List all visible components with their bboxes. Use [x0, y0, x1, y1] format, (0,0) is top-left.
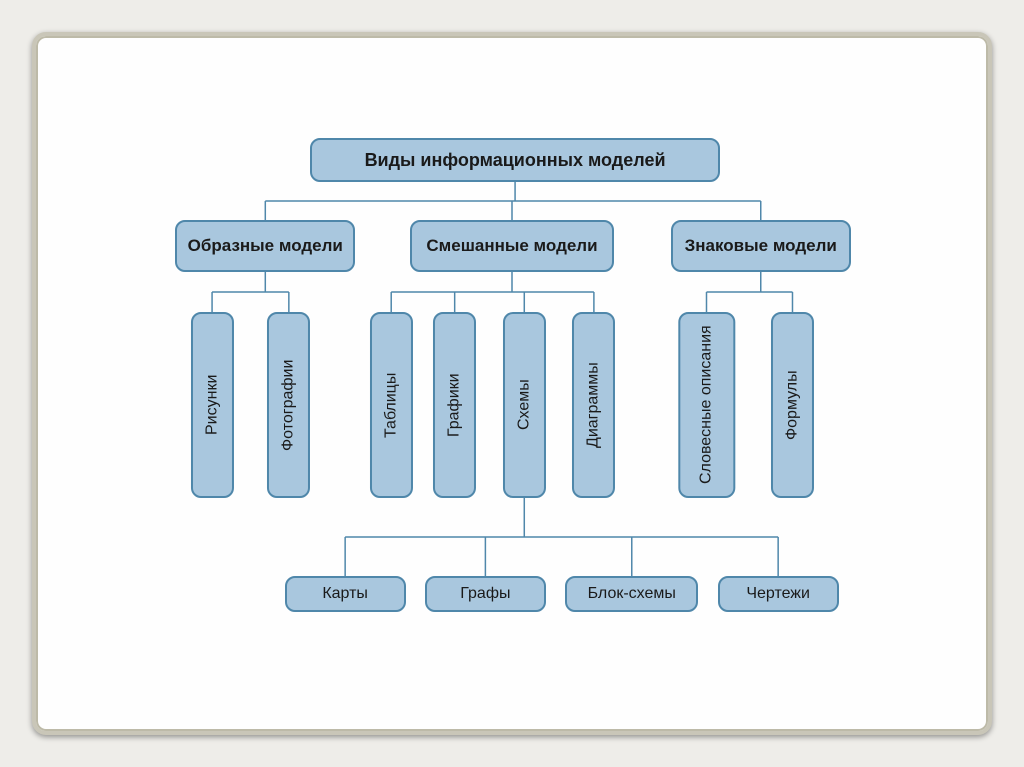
node-label: Образные модели — [188, 236, 343, 256]
node-bottom-graphs: Графы — [425, 576, 546, 612]
node-leaf-graphics: Графики — [433, 312, 476, 498]
node-label: Формулы — [783, 370, 801, 440]
node-leaf-pictures: Рисунки — [191, 312, 234, 498]
node-label: Смешанные модели — [426, 236, 597, 256]
node-label: Графики — [445, 373, 463, 437]
diagram-frame: Виды информационных моделей Образные мод… — [32, 32, 992, 735]
node-leaf-tables: Таблицы — [370, 312, 413, 498]
node-leaf-schemes: Схемы — [503, 312, 546, 498]
node-leaf-photos: Фотографии — [267, 312, 310, 498]
node-label: Виды информационных моделей — [365, 150, 666, 171]
node-category-3: Знаковые модели — [671, 220, 851, 272]
node-category-1: Образные модели — [175, 220, 355, 272]
node-label: Блок-схемы — [588, 585, 676, 603]
node-label: Графы — [460, 585, 510, 603]
node-leaf-verbal: Словесные описания — [678, 312, 735, 498]
node-label: Словесные описания — [697, 326, 715, 485]
node-bottom-drawings: Чертежи — [718, 576, 839, 612]
slide: Виды информационных моделей Образные мод… — [0, 0, 1024, 767]
node-label: Схемы — [515, 380, 533, 431]
node-label: Таблицы — [382, 372, 400, 437]
node-label: Рисунки — [203, 375, 221, 435]
node-label: Знаковые модели — [685, 236, 837, 256]
node-label: Карты — [322, 585, 368, 603]
node-label: Диаграммы — [585, 362, 603, 448]
node-category-2: Смешанные модели — [410, 220, 615, 272]
node-label: Чертежи — [746, 585, 810, 603]
node-leaf-formulas: Формулы — [771, 312, 814, 498]
node-leaf-diagrams: Диаграммы — [572, 312, 615, 498]
node-root: Виды информационных моделей — [310, 138, 719, 182]
node-bottom-maps: Карты — [285, 576, 406, 612]
node-bottom-flowcharts: Блок-схемы — [565, 576, 698, 612]
node-label: Фотографии — [280, 359, 298, 450]
